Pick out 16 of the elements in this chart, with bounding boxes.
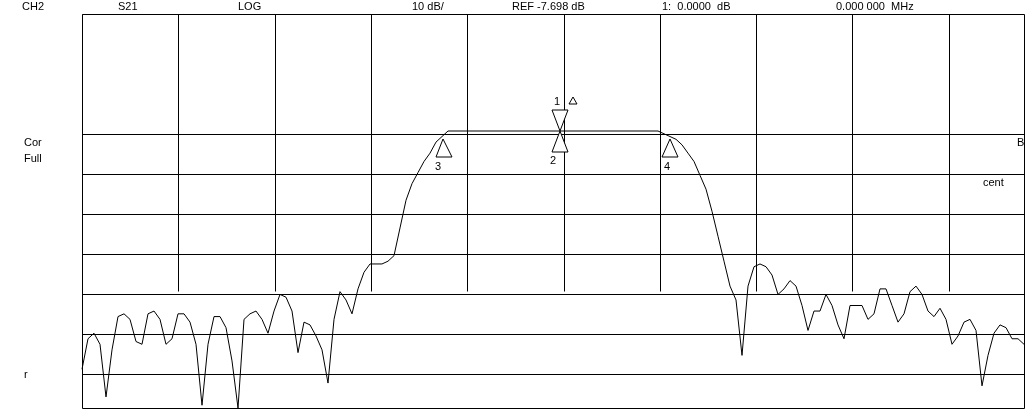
text: CH2 [22,0,45,12]
text: LOG [238,0,262,12]
text: Full [24,152,42,164]
annotation: B [1017,136,1025,148]
annotation: 3 [435,160,442,172]
annotation: cent [983,176,1004,188]
text: Cor [24,136,42,148]
text: S21 [118,0,138,12]
annotation: 4 [664,160,671,172]
text: REF -7.698 dB [512,0,585,12]
annotation: 2 [550,154,557,166]
text: 10 dB/ [412,0,444,12]
text: 0.000 000 MHz [836,0,914,12]
text: 1 [554,95,561,107]
text: r [24,368,28,380]
text: 1: 0.0000 dB [662,0,731,12]
